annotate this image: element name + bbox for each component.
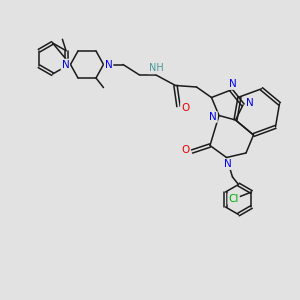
Text: N: N [209,112,217,122]
Text: O: O [181,145,190,155]
Text: N: N [224,159,232,169]
Text: N: N [61,59,69,70]
Text: Cl: Cl [228,194,239,204]
Text: N: N [246,98,254,109]
Text: O: O [181,103,189,113]
Text: N: N [229,79,236,89]
Text: N: N [105,59,112,70]
Text: NH: NH [148,63,164,74]
